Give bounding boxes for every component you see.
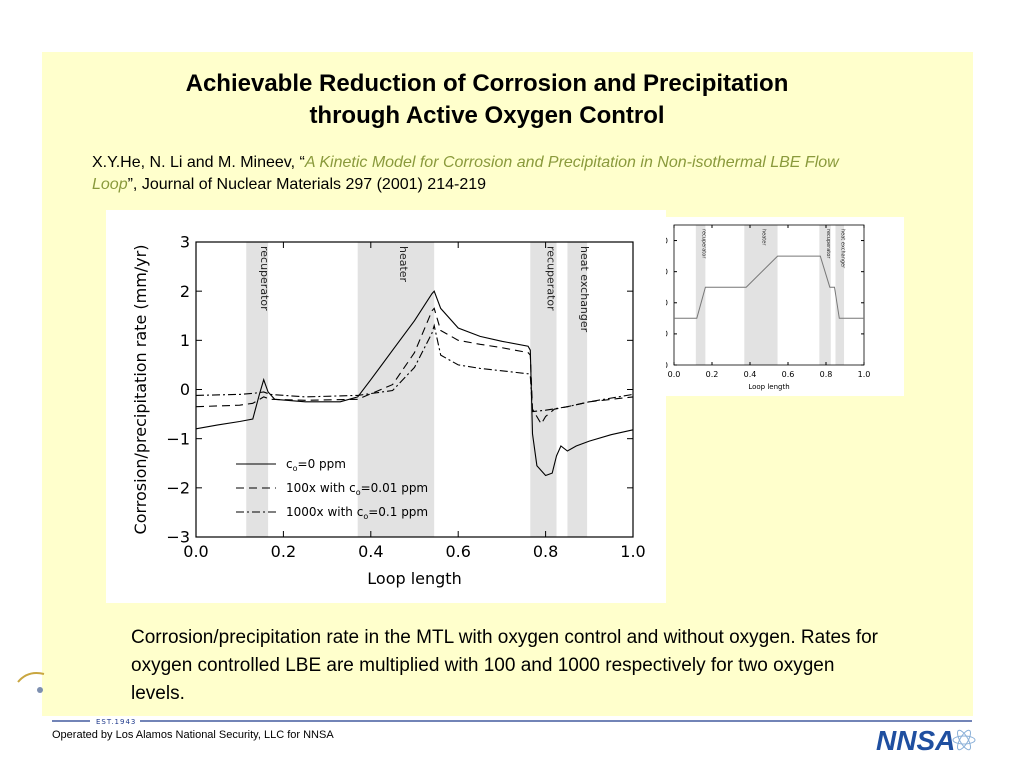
series-line-dashed	[195, 307, 634, 425]
y-tick-label: 1	[180, 331, 190, 350]
citation: X.Y.He, N. Li and M. Mineev, “A Kinetic …	[92, 152, 862, 196]
component-region	[246, 242, 269, 537]
x-tick-label: 0.4	[358, 542, 383, 561]
nnsa-logo-text: NNSA	[876, 725, 955, 756]
x-axis-label: Loop length	[748, 383, 789, 391]
y-axis-label: Corrosion/precipitation rate (mm/yr)	[131, 245, 150, 535]
component-region	[567, 242, 588, 537]
slide-title: Achievable Reduction of Corrosion and Pr…	[42, 68, 932, 132]
atom-icon	[952, 729, 976, 751]
component-region	[530, 242, 557, 537]
region-label: recuperator	[258, 246, 271, 311]
series-line-solid	[674, 255, 864, 319]
corrosion-rate-chart: recuperator heater recuperator heat exchang…	[106, 210, 666, 603]
temperature-inset-chart: recuperator heater recuperator heat exchang…	[646, 217, 904, 396]
legend-label: 100x with co=0.01 ppm	[286, 481, 428, 497]
y-tick-label: −3	[166, 528, 190, 547]
region-label: recuperator	[544, 246, 557, 311]
x-tick-label: 0.0	[183, 542, 208, 561]
title-line-1: Achievable Reduction of Corrosion and Pr…	[185, 70, 789, 97]
y-tick-label: 2	[180, 282, 190, 301]
x-tick-label: 0.2	[271, 542, 296, 561]
footer-text: Operated by Los Alamos National Security…	[52, 729, 334, 741]
x-tick-label: 0.0	[668, 370, 681, 379]
x-tick-label: 0.6	[782, 370, 795, 379]
legend-label: co=0 ppm	[286, 457, 346, 473]
legend-label: 1000x with co=0.1 ppm	[286, 505, 428, 521]
citation-authors: X.Y.He, N. Li and M. Mineev, “	[92, 154, 305, 171]
region-label: recuperator	[700, 229, 706, 259]
y-tick-label: 0	[180, 380, 190, 399]
laboratory-logo-mark	[17, 672, 45, 693]
component-region	[835, 225, 845, 365]
citation-journal: ”, Journal of Nuclear Materials 297 (200…	[127, 176, 487, 193]
footer-rule: EST.1943	[52, 718, 972, 726]
plot-frame	[673, 224, 865, 366]
region-label: heater	[397, 246, 410, 283]
component-region	[695, 225, 706, 365]
region-label: recuperator	[825, 229, 831, 259]
series-line-solid	[195, 290, 634, 477]
x-tick-label: 1.0	[620, 542, 645, 561]
y-tick-label: −2	[166, 478, 190, 497]
figure-caption: Corrosion/precipitation rate in the MTL …	[131, 627, 879, 704]
region-label: heat exchanger	[578, 246, 591, 333]
x-tick-label: 0.6	[445, 542, 470, 561]
citation-paper-title: A Kinetic Model for Corrosion and Precip…	[92, 154, 839, 193]
component-region	[744, 225, 778, 365]
y-tick-label: −1	[166, 429, 190, 448]
x-axis-label: Loop length	[367, 569, 461, 588]
x-tick-label: 1.0	[858, 370, 871, 379]
nnsa-logo: NNSA	[876, 725, 976, 756]
footer-est-label: EST.1943	[96, 718, 136, 726]
x-tick-label: 0.8	[820, 370, 833, 379]
region-label: heat exchanger	[840, 229, 846, 269]
x-tick-label: 0.4	[744, 370, 757, 379]
y-tick-label: 3	[180, 233, 190, 252]
series-line-dashdot	[195, 323, 634, 413]
region-label: heater	[761, 229, 767, 246]
x-tick-label: 0.8	[533, 542, 558, 561]
component-region	[819, 225, 831, 365]
x-tick-label: 0.2	[706, 370, 719, 379]
component-region	[357, 242, 435, 537]
title-line-2: through Active Oxygen Control	[309, 102, 665, 129]
